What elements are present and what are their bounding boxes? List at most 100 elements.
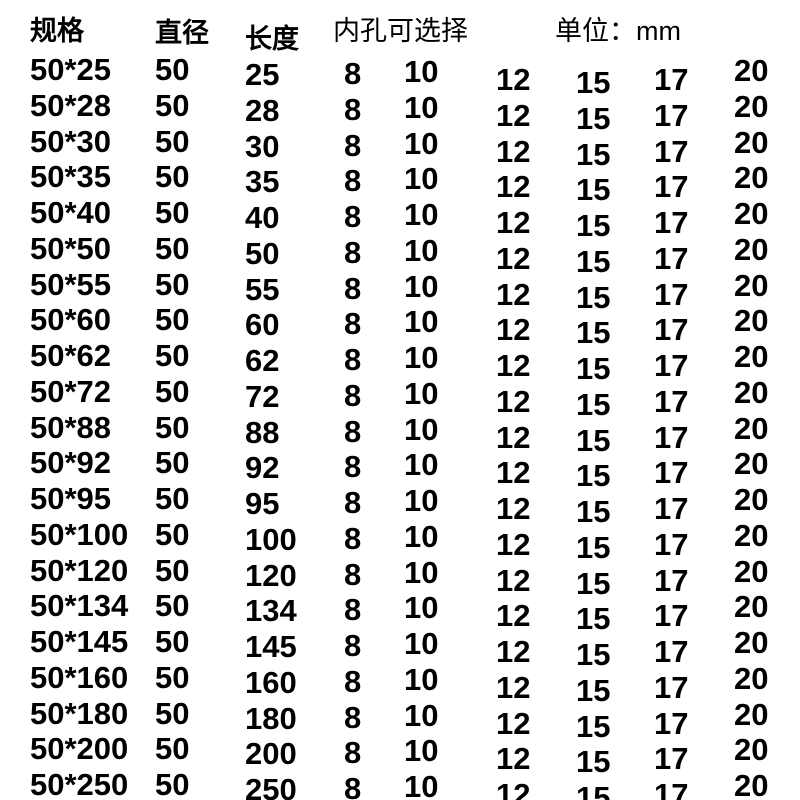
- cell-bore: 20: [734, 88, 769, 124]
- cell-bore: 12: [496, 133, 531, 169]
- cell-bore: 20: [734, 517, 769, 553]
- cell-bore: 15: [576, 279, 611, 315]
- cell-bore: 17: [654, 240, 689, 276]
- cell-length: 55: [245, 271, 280, 307]
- cell-bore: 12: [496, 169, 531, 205]
- cell-bore: 10: [404, 54, 439, 89]
- header-bore-options: 内孔可选择: [333, 16, 468, 46]
- cell-spec: 50*180: [30, 695, 129, 731]
- cell-bore: 15: [576, 494, 611, 529]
- cell-bore: 17: [654, 455, 689, 491]
- cell-bore: 20: [734, 339, 769, 374]
- cell-length: 40: [245, 200, 280, 235]
- cell-bore: 17: [654, 705, 689, 741]
- cell-spec: 50*92: [30, 445, 112, 481]
- cell-bore: 20: [734, 768, 769, 800]
- cell-bore: 15: [576, 529, 611, 565]
- cell-length: 95: [245, 486, 280, 521]
- cell-spec: 50*160: [30, 659, 129, 695]
- cell-bore: 10: [404, 268, 439, 304]
- cell-bore: 10: [404, 232, 439, 268]
- cell-spec: 50*40: [30, 195, 112, 230]
- cell-diameter: 50: [155, 516, 190, 552]
- cell-bore: 12: [496, 741, 531, 777]
- cell-bore: 15: [576, 422, 611, 458]
- cell-bore: 17: [654, 383, 689, 419]
- cell-bore: 20: [734, 446, 769, 482]
- cell-bore: 15: [576, 100, 611, 136]
- cell-bore: 17: [654, 777, 689, 800]
- cell-bore: 8: [344, 342, 362, 377]
- cell-spec: 50*35: [30, 159, 112, 195]
- cell-bore: 15: [576, 708, 611, 744]
- cell-length: 25: [245, 57, 280, 92]
- cell-diameter: 50: [155, 338, 190, 373]
- cell-diameter: 50: [155, 87, 190, 123]
- cell-diameter: 50: [155, 659, 190, 695]
- cell-bore: 8: [344, 56, 362, 91]
- cell-diameter: 50: [155, 302, 190, 338]
- cell-spec: 50*120: [30, 552, 129, 588]
- cell-bore: 17: [654, 169, 689, 205]
- cell-bore: 12: [496, 62, 531, 97]
- cell-bore: 10: [404, 161, 439, 197]
- cell-bore: 8: [344, 413, 362, 449]
- cell-bore: 12: [496, 312, 531, 348]
- cell-length: 145: [245, 629, 297, 664]
- cell-length: 200: [245, 736, 297, 772]
- cell-bore: 20: [734, 660, 769, 696]
- cell-bore: 15: [576, 351, 611, 386]
- cell-spec: 50*55: [30, 266, 112, 302]
- header-spec: 规格: [30, 16, 84, 46]
- cell-bore: 8: [344, 127, 362, 163]
- header-length: 长度: [245, 24, 299, 54]
- cell-spec: 50*145: [30, 624, 129, 659]
- cell-bore: 15: [576, 386, 611, 422]
- cell-bore: 20: [734, 482, 769, 517]
- cell-spec: 50*200: [30, 731, 129, 767]
- cell-bore: 12: [496, 634, 531, 669]
- header-unit: 单位：mm: [555, 16, 681, 46]
- cell-bore: 15: [576, 780, 611, 800]
- cell-length: 250: [245, 772, 297, 800]
- cell-bore: 20: [734, 696, 769, 732]
- cell-bore: 17: [654, 348, 689, 383]
- cell-diameter: 50: [155, 159, 190, 195]
- cell-bore: 12: [496, 97, 531, 133]
- cell-bore: 10: [404, 89, 439, 125]
- cell-bore: 17: [654, 419, 689, 455]
- cell-bore: 8: [344, 520, 362, 556]
- cell-spec: 50*100: [30, 516, 129, 552]
- cell-diameter: 50: [155, 52, 190, 87]
- cell-bore: 12: [496, 276, 531, 312]
- cell-bore: 12: [496, 777, 531, 800]
- cell-bore: 20: [734, 374, 769, 410]
- cell-bore: 20: [734, 553, 769, 589]
- cell-bore: 10: [404, 554, 439, 590]
- cell-bore: 12: [496, 669, 531, 705]
- cell-bore: 12: [496, 419, 531, 455]
- cell-length: 50: [245, 235, 280, 271]
- cell-spec: 50*72: [30, 373, 112, 409]
- header-diameter: 直径: [155, 18, 209, 48]
- cell-bore: 8: [344, 485, 362, 520]
- cell-spec: 50*134: [30, 588, 129, 624]
- cell-diameter: 50: [155, 266, 190, 302]
- cell-length: 92: [245, 450, 280, 486]
- cell-length: 134: [245, 593, 297, 629]
- cell-bore: 10: [404, 304, 439, 340]
- cell-bore: 12: [496, 562, 531, 598]
- cell-diameter: 50: [155, 195, 190, 230]
- cell-length: 30: [245, 128, 280, 164]
- cell-bore: 12: [496, 526, 531, 562]
- cell-bore: 10: [404, 661, 439, 697]
- cell-bore: 15: [576, 565, 611, 601]
- cell-bore: 8: [344, 163, 362, 199]
- cell-bore: 12: [496, 705, 531, 741]
- cell-bore: 15: [576, 208, 611, 243]
- cell-diameter: 50: [155, 230, 190, 266]
- cell-spec: 50*30: [30, 123, 112, 159]
- cell-bore: 10: [404, 483, 439, 518]
- cell-bore: 10: [404, 733, 439, 769]
